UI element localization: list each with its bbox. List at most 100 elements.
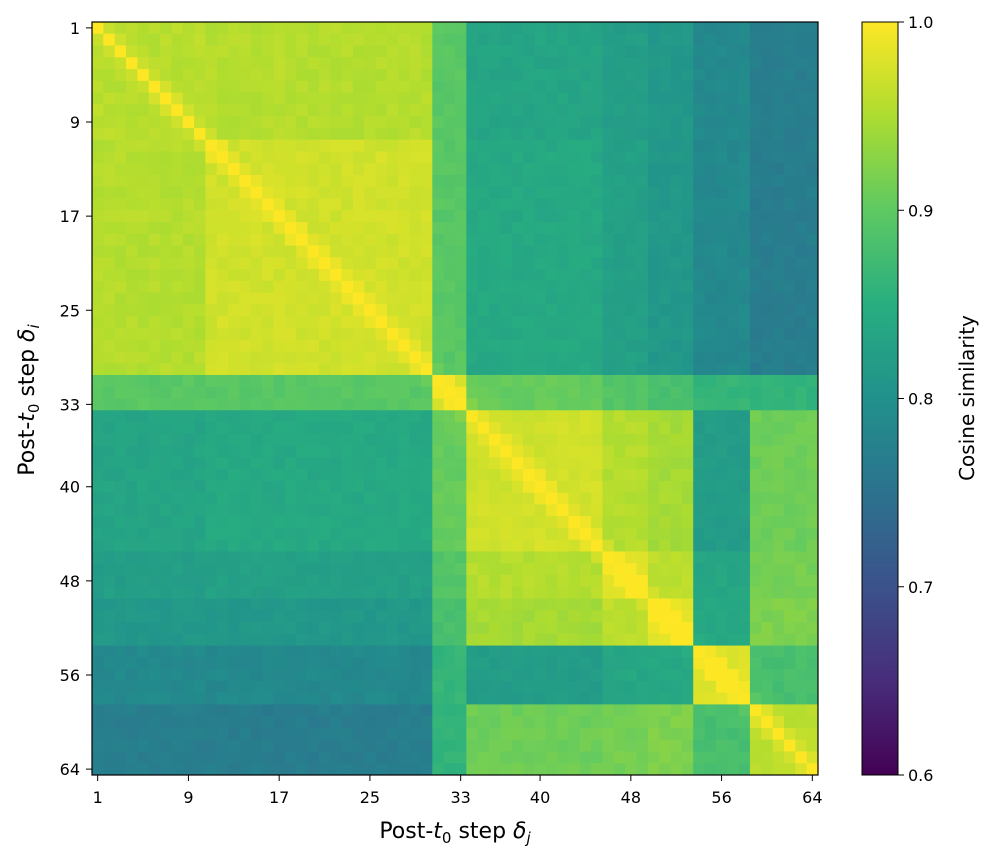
heatmap-cell (534, 457, 547, 470)
heatmap-cell (602, 727, 615, 741)
heatmap-cell (126, 57, 138, 70)
heatmap-cell (545, 586, 558, 599)
heatmap-cell (216, 539, 229, 552)
heatmap-cell (137, 22, 150, 35)
heatmap-cell (160, 222, 172, 235)
heatmap-cell (591, 657, 603, 670)
heatmap-cell (409, 716, 422, 729)
heatmap-cell (523, 669, 535, 682)
heatmap-cell (409, 410, 422, 423)
heatmap-cell (160, 551, 172, 564)
heatmap-cell (568, 622, 581, 635)
heatmap-cell (568, 69, 581, 82)
heatmap-cell (795, 539, 808, 552)
heatmap-cell (523, 645, 535, 658)
heatmap-cell (284, 480, 297, 494)
heatmap-cell (693, 586, 705, 599)
heatmap-cell (284, 139, 297, 152)
heatmap-cell (534, 186, 547, 199)
heatmap-cell (727, 539, 739, 552)
heatmap-cell (386, 280, 399, 294)
heatmap-cell (250, 445, 263, 458)
heatmap-cell (477, 574, 490, 588)
heatmap-cell (160, 492, 172, 505)
heatmap-cell (273, 292, 286, 305)
heatmap-cell (727, 116, 739, 129)
heatmap-cell (806, 57, 819, 70)
heatmap-cell (216, 304, 229, 317)
x-tick-label: 17 (269, 788, 289, 807)
heatmap-cell (693, 469, 705, 482)
heatmap-cell (477, 551, 490, 564)
heatmap-cell (126, 704, 138, 717)
heatmap-cell (455, 269, 467, 282)
heatmap-cell (386, 739, 399, 752)
heatmap-cell (296, 104, 308, 117)
heatmap-cell (262, 574, 274, 588)
heatmap-cell (500, 751, 513, 764)
heatmap-cell (500, 292, 513, 305)
heatmap-cell (523, 245, 535, 258)
heatmap-cell (205, 327, 218, 341)
heatmap-cell (92, 269, 104, 282)
heatmap-cell (455, 763, 467, 776)
heatmap-cell (489, 210, 501, 223)
heatmap-cell (171, 374, 184, 388)
heatmap-cell (318, 751, 331, 764)
heatmap-cell (194, 45, 206, 58)
heatmap-cell (103, 551, 116, 564)
heatmap-cell (432, 563, 445, 576)
heatmap-cell (432, 222, 445, 235)
heatmap-cell (693, 704, 705, 717)
heatmap-cell (681, 139, 694, 152)
heatmap-cell (216, 622, 229, 635)
heatmap-cell (386, 386, 399, 399)
heatmap-cell (194, 363, 206, 376)
heatmap-cell (545, 739, 558, 752)
heatmap-cell (205, 716, 218, 729)
heatmap-cell (284, 433, 297, 446)
heatmap-cell (500, 127, 513, 141)
heatmap-cell (523, 316, 535, 329)
heatmap-cell (103, 516, 116, 529)
heatmap-cell (523, 445, 535, 458)
heatmap-cell (341, 104, 354, 117)
heatmap-cell (477, 586, 490, 599)
heatmap-cell (137, 669, 150, 682)
heatmap-cell (341, 527, 354, 541)
heatmap-cell (466, 586, 479, 599)
heatmap-cell (602, 433, 615, 446)
heatmap-cell (591, 539, 603, 552)
heatmap-cell (670, 257, 683, 270)
heatmap-cell (659, 280, 671, 294)
heatmap-cell (330, 363, 342, 376)
heatmap-cell (284, 657, 297, 670)
heatmap-cell (114, 222, 127, 235)
heatmap-cell (126, 657, 138, 670)
heatmap-cell (409, 657, 422, 670)
heatmap-cell (409, 151, 422, 164)
heatmap-cell (398, 339, 411, 352)
heatmap-cell (148, 410, 161, 423)
heatmap-cell (126, 645, 138, 658)
heatmap-cell (761, 139, 774, 152)
heatmap-cell (250, 610, 263, 623)
heatmap-cell (262, 198, 274, 211)
heatmap-cell (681, 751, 694, 764)
heatmap-cell (330, 316, 342, 329)
heatmap-cell (318, 45, 331, 58)
heatmap-cell (443, 257, 456, 270)
heatmap-cell (341, 633, 354, 646)
heatmap-cell (568, 739, 581, 752)
heatmap-cell (500, 633, 513, 646)
heatmap-cell (228, 669, 240, 682)
heatmap-cell (262, 257, 274, 270)
heatmap-cell (579, 22, 592, 35)
heatmap-cell (602, 292, 615, 305)
heatmap-cell (194, 457, 206, 470)
heatmap-cell (455, 92, 467, 105)
heatmap-cell (715, 433, 728, 446)
heatmap-cell (500, 398, 513, 411)
heatmap-cell (545, 469, 558, 482)
